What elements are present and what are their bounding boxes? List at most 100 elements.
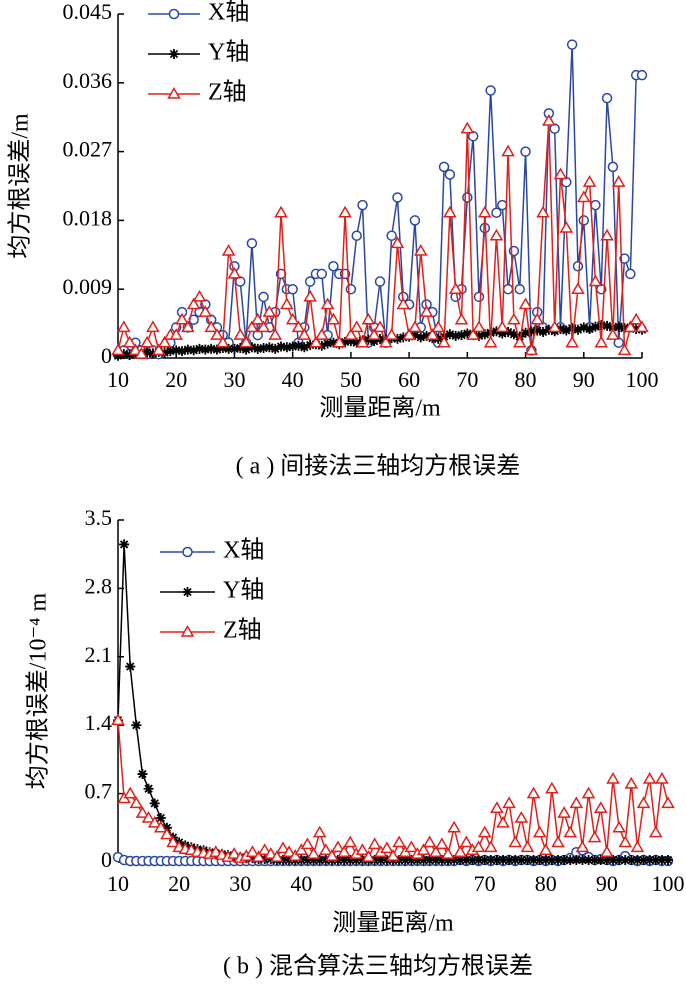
- marker-triangle: [477, 205, 492, 218]
- marker-star: [125, 661, 136, 672]
- marker-triangle: [169, 328, 184, 340]
- x-tick-label: 60: [398, 367, 420, 392]
- marker-triangle: [526, 786, 541, 799]
- marker-triangle: [532, 825, 547, 838]
- marker-star: [369, 855, 380, 866]
- marker-triangle: [575, 840, 590, 853]
- y-tick-label: 0.045: [63, 0, 113, 24]
- marker-triangle: [477, 825, 492, 838]
- marker-circle: [497, 199, 508, 211]
- y-tick-label: 2.1: [85, 642, 113, 667]
- marker-triangle: [402, 328, 416, 340]
- marker-triangle: [642, 771, 657, 784]
- marker-star: [663, 855, 673, 866]
- marker-star: [565, 855, 576, 866]
- marker-triangle: [355, 335, 370, 348]
- marker-star: [538, 327, 549, 338]
- marker-circle: [572, 261, 584, 272]
- marker-star: [278, 855, 288, 866]
- y-tick-label: 0.036: [63, 68, 113, 93]
- marker-star: [485, 855, 496, 866]
- marker-triangle: [545, 781, 559, 794]
- marker-triangle: [157, 335, 172, 348]
- marker-triangle: [227, 266, 242, 279]
- marker-triangle: [268, 328, 283, 340]
- x-tick-label: 40: [282, 367, 304, 392]
- marker-triangle: [512, 335, 527, 348]
- marker-star: [400, 855, 411, 866]
- marker-triangle: [428, 845, 443, 857]
- marker-triangle: [160, 827, 174, 840]
- marker-triangle: [263, 847, 278, 859]
- marker-circle: [409, 215, 421, 226]
- marker-star: [656, 855, 667, 866]
- marker-triangle: [146, 320, 160, 333]
- x-tick-label: 10: [107, 367, 129, 392]
- marker-star: [229, 343, 240, 354]
- marker-triangle: [251, 850, 266, 862]
- marker-triangle: [303, 289, 317, 302]
- marker-triangle: [285, 312, 300, 325]
- marker-star: [614, 855, 625, 866]
- marker-triangle: [141, 811, 156, 823]
- x-tick-label: 90: [596, 871, 618, 896]
- marker-star: [270, 343, 281, 354]
- marker-triangle: [123, 786, 138, 799]
- marker-star: [169, 49, 179, 59]
- legend-label: Y轴: [223, 577, 264, 604]
- marker-triangle: [343, 835, 358, 848]
- marker-star: [444, 329, 455, 340]
- marker-star: [462, 328, 473, 339]
- marker-triangle: [208, 845, 223, 857]
- marker-triangle: [221, 243, 236, 256]
- marker-triangle: [547, 320, 562, 333]
- marker-star: [415, 332, 426, 343]
- marker-circle: [473, 291, 485, 303]
- marker-triangle: [618, 835, 633, 848]
- x-tick-label: 50: [340, 367, 362, 392]
- marker-star: [613, 321, 624, 332]
- marker-star: [456, 330, 467, 341]
- marker-star: [522, 855, 533, 866]
- marker-triangle: [270, 850, 284, 862]
- marker-circle: [607, 161, 619, 173]
- marker-triangle: [129, 796, 144, 809]
- marker-triangle: [489, 228, 504, 241]
- marker-star: [584, 323, 595, 334]
- x-tick-label: 30: [223, 367, 245, 392]
- marker-triangle: [134, 347, 149, 359]
- marker-star: [375, 855, 386, 866]
- marker-star: [589, 855, 600, 866]
- marker-triangle: [396, 297, 411, 310]
- marker-triangle: [111, 343, 125, 356]
- marker-triangle: [297, 328, 312, 340]
- marker-triangle: [390, 236, 405, 249]
- marker-star: [258, 343, 269, 354]
- marker-triangle: [611, 175, 626, 187]
- marker-triangle: [384, 328, 399, 340]
- marker-triangle: [140, 335, 154, 348]
- marker-star: [631, 323, 642, 334]
- marker-star: [650, 855, 661, 866]
- marker-star: [211, 344, 222, 355]
- marker-triangle: [320, 297, 335, 310]
- x-axis-label: 测量距离/m: [332, 910, 454, 937]
- marker-triangle: [250, 312, 265, 325]
- x-tick-label: 20: [165, 367, 187, 392]
- x-tick-label: 40: [290, 871, 312, 896]
- marker-star: [430, 855, 441, 866]
- marker-star: [287, 341, 298, 352]
- marker-star: [602, 320, 613, 331]
- caption: ( b ) 混合算法三轴均方根误差: [223, 953, 533, 980]
- marker-triangle: [447, 820, 461, 833]
- marker-triangle: [507, 312, 521, 325]
- marker-circle: [462, 192, 473, 203]
- marker-star: [345, 336, 356, 347]
- marker-star: [357, 855, 368, 866]
- marker-circle: [316, 268, 328, 280]
- marker-triangle: [472, 320, 486, 333]
- marker-triangle: [180, 625, 195, 637]
- marker-star: [532, 325, 543, 336]
- marker-star: [165, 346, 176, 357]
- marker-star: [578, 322, 589, 333]
